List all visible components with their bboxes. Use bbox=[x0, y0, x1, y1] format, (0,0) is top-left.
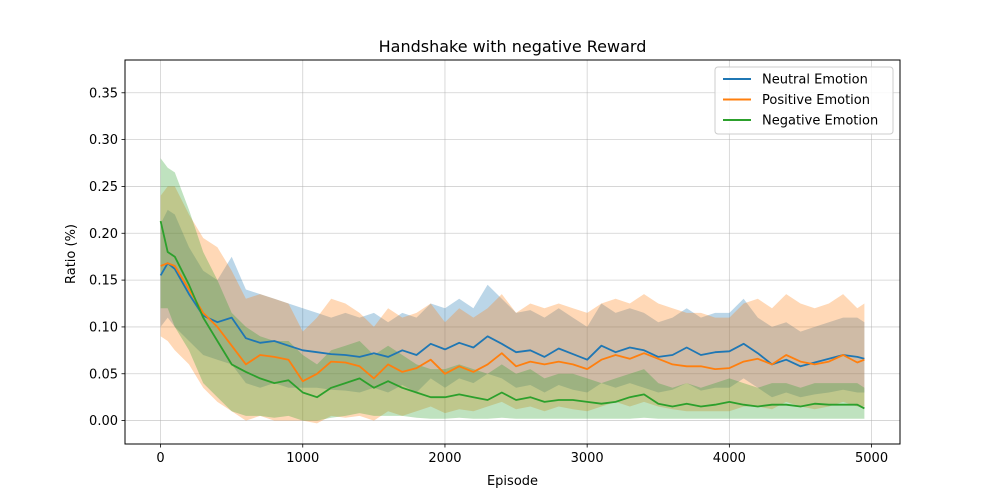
y-axis-ticks: 0.00 0.05 0.10 0.15 0.20 0.25 0.30 0.35 bbox=[89, 86, 125, 429]
y-tick-label: 0.05 bbox=[89, 367, 118, 382]
series-lines bbox=[159, 220, 865, 410]
grid-lines bbox=[125, 60, 900, 444]
y-tick-label: 0.35 bbox=[89, 86, 118, 101]
neutral-emotion-band bbox=[160, 209, 865, 398]
neutral-emotion-line bbox=[159, 262, 865, 368]
x-tick-label: 4000 bbox=[713, 451, 746, 466]
x-axis-ticks: 0 1000 2000 3000 4000 5000 bbox=[156, 444, 888, 466]
plot-frame bbox=[124, 59, 901, 445]
negative-emotion-line bbox=[159, 220, 865, 410]
y-tick-label: 0.00 bbox=[89, 414, 118, 429]
positive-emotion-band bbox=[160, 186, 865, 424]
x-tick-label: 2000 bbox=[428, 451, 461, 466]
legend-label: Negative Emotion bbox=[762, 114, 878, 129]
x-axis-label: Episode bbox=[487, 474, 538, 489]
y-tick-label: 0.25 bbox=[89, 180, 118, 195]
legend-label: Neutral Emotion bbox=[762, 73, 868, 88]
y-tick-label: 0.20 bbox=[89, 227, 118, 242]
positive-emotion-line bbox=[160, 262, 865, 383]
legend-box bbox=[714, 66, 894, 135]
x-tick-label: 5000 bbox=[855, 451, 888, 466]
y-tick-label: 0.15 bbox=[89, 274, 118, 289]
y-tick-label: 0.10 bbox=[89, 320, 118, 335]
x-tick-label: 0 bbox=[156, 451, 164, 466]
x-tick-label: 1000 bbox=[286, 451, 319, 466]
x-tick-label: 3000 bbox=[571, 451, 604, 466]
chart-title: Handshake with negative Reward bbox=[379, 37, 647, 56]
y-axis-label: Ratio (%) bbox=[64, 224, 79, 284]
legend-label: Positive Emotion bbox=[762, 93, 870, 108]
legend: Neutral Emotion Positive Emotion Negative … bbox=[714, 66, 894, 135]
y-tick-label: 0.30 bbox=[89, 133, 118, 148]
